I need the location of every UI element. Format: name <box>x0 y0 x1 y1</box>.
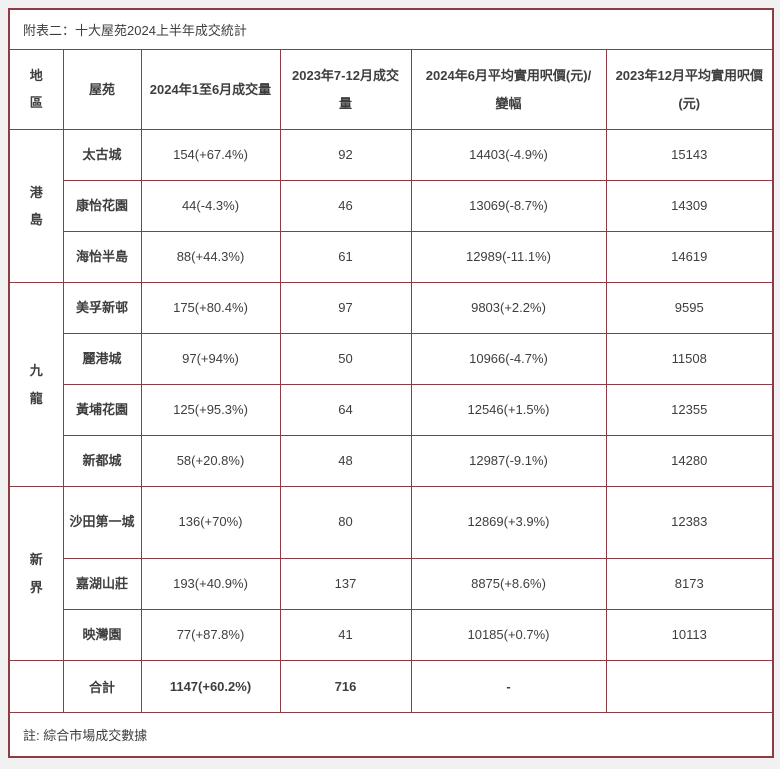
estate-cell: 映灣園 <box>62 609 142 661</box>
total-volume-2023-cell: 716 <box>279 660 412 713</box>
price-2023-cell: 8173 <box>605 558 774 610</box>
volume-2023-cell: 46 <box>279 180 412 232</box>
price-2024-cell: 12989(-11.1%) <box>410 231 607 283</box>
price-2024-cell: 14403(-4.9%) <box>410 129 607 181</box>
volume-2023-cell: 48 <box>279 435 412 487</box>
table-title: 附表二：十大屋苑2024上半年成交統計 <box>8 8 774 50</box>
region-label: 新界 <box>29 552 43 595</box>
table-note: 註: 綜合市場成交數據 <box>8 712 774 758</box>
table-row: 嘉湖山莊 193(+40.9%) 137 8875(+8.6%) 8173 <box>9 558 774 610</box>
region-cell-hk-island: 港島 <box>8 129 64 283</box>
table-title-row: 附表二：十大屋苑2024上半年成交統計 <box>8 8 774 50</box>
header-region: 地區 <box>8 49 64 130</box>
header-price-2023: 2023年12月平均實用呎價(元) <box>605 49 774 130</box>
total-volume-2024-cell: 1147(+60.2%) <box>140 660 281 713</box>
price-2024-cell: 8875(+8.6%) <box>410 558 607 610</box>
price-2023-cell: 10113 <box>605 609 774 661</box>
header-estate: 屋苑 <box>62 49 142 130</box>
price-2024-cell: 13069(-8.7%) <box>410 180 607 232</box>
volume-2023-cell: 137 <box>279 558 412 610</box>
table-row: 九龍 美孚新邨 175(+80.4%) 97 9803(+2.2%) 9595 <box>8 282 774 487</box>
volume-2024-cell: 97(+94%) <box>140 333 281 385</box>
volume-2024-cell: 77(+87.8%) <box>140 609 281 661</box>
transactions-table: 附表二：十大屋苑2024上半年成交統計 地區 屋苑 2024年1至6月成交量 2… <box>8 8 775 758</box>
table-row: 麗港城 97(+94%) 50 10966(-4.7%) 11508 <box>9 333 774 385</box>
total-price-2023-cell <box>605 660 774 713</box>
estate-cell: 黃埔花園 <box>62 384 142 436</box>
volume-2024-cell: 175(+80.4%) <box>140 282 281 334</box>
estate-cell: 美孚新邨 <box>62 282 142 334</box>
price-2024-cell: 10185(+0.7%) <box>410 609 607 661</box>
header-region-label: 地區 <box>29 67 43 111</box>
table-row: 海怡半島 88(+44.3%) 61 12989(-11.1%) 14619 <box>9 231 774 283</box>
estate-cell: 麗港城 <box>62 333 142 385</box>
volume-2024-cell: 58(+20.8%) <box>140 435 281 487</box>
volume-2023-cell: 41 <box>279 609 412 661</box>
table-row: 港島 太古城 154(+67.4%) 92 14403(-4.9%) 15143 <box>8 129 774 283</box>
region-label: 港島 <box>29 184 43 227</box>
table-note-row: 註: 綜合市場成交數據 <box>8 712 774 758</box>
estate-cell: 新都城 <box>62 435 142 487</box>
estate-cell: 太古城 <box>62 129 142 181</box>
table-header-row: 地區 屋苑 2024年1至6月成交量 2023年7-12月成交量 2024年6月… <box>8 49 774 130</box>
price-2024-cell: 10966(-4.7%) <box>410 333 607 385</box>
total-label-cell: 合計 <box>62 660 142 713</box>
price-2023-cell: 12383 <box>605 486 774 559</box>
region-cell-kowloon: 九龍 <box>8 282 64 487</box>
header-volume-2023: 2023年7-12月成交量 <box>279 49 412 130</box>
table-row: 康怡花園 44(-4.3%) 46 13069(-8.7%) 14309 <box>9 180 774 232</box>
price-2023-cell: 12355 <box>605 384 774 436</box>
region-label: 九龍 <box>29 363 43 406</box>
estate-cell: 嘉湖山莊 <box>62 558 142 610</box>
estate-cell: 沙田第一城 <box>62 486 142 559</box>
table-row: 黃埔花園 125(+95.3%) 64 12546(+1.5%) 12355 <box>9 384 774 436</box>
total-price-2024-cell: - <box>410 660 607 713</box>
region-cell-empty <box>8 660 64 713</box>
volume-2024-cell: 125(+95.3%) <box>140 384 281 436</box>
price-2023-cell: 14280 <box>605 435 774 487</box>
header-volume-2024: 2024年1至6月成交量 <box>140 49 281 130</box>
header-price-2024: 2024年6月平均實用呎價(元)/變幅 <box>410 49 607 130</box>
volume-2023-cell: 61 <box>279 231 412 283</box>
estate-cell: 海怡半島 <box>62 231 142 283</box>
estate-cell: 康怡花園 <box>62 180 142 232</box>
volume-2023-cell: 50 <box>279 333 412 385</box>
price-2023-cell: 14309 <box>605 180 774 232</box>
price-2024-cell: 12987(-9.1%) <box>410 435 607 487</box>
volume-2023-cell: 80 <box>279 486 412 559</box>
price-2023-cell: 14619 <box>605 231 774 283</box>
volume-2024-cell: 88(+44.3%) <box>140 231 281 283</box>
price-2024-cell: 12546(+1.5%) <box>410 384 607 436</box>
price-2023-cell: 11508 <box>605 333 774 385</box>
table-row: 新界 沙田第一城 136(+70%) 80 12869(+3.9%) 12383 <box>8 486 774 661</box>
table-row: 新都城 58(+20.8%) 48 12987(-9.1%) 14280 <box>9 435 774 487</box>
volume-2024-cell: 136(+70%) <box>140 486 281 559</box>
volume-2023-cell: 64 <box>279 384 412 436</box>
table-total-row: 合計 1147(+60.2%) 716 - <box>8 660 774 713</box>
region-cell-new-territories: 新界 <box>8 486 64 661</box>
price-2024-cell: 12869(+3.9%) <box>410 486 607 559</box>
price-2024-cell: 9803(+2.2%) <box>410 282 607 334</box>
price-2023-cell: 9595 <box>605 282 774 334</box>
volume-2024-cell: 154(+67.4%) <box>140 129 281 181</box>
volume-2023-cell: 97 <box>279 282 412 334</box>
volume-2024-cell: 44(-4.3%) <box>140 180 281 232</box>
volume-2023-cell: 92 <box>279 129 412 181</box>
volume-2024-cell: 193(+40.9%) <box>140 558 281 610</box>
table-row: 映灣園 77(+87.8%) 41 10185(+0.7%) 10113 <box>9 609 774 661</box>
price-2023-cell: 15143 <box>605 129 774 181</box>
